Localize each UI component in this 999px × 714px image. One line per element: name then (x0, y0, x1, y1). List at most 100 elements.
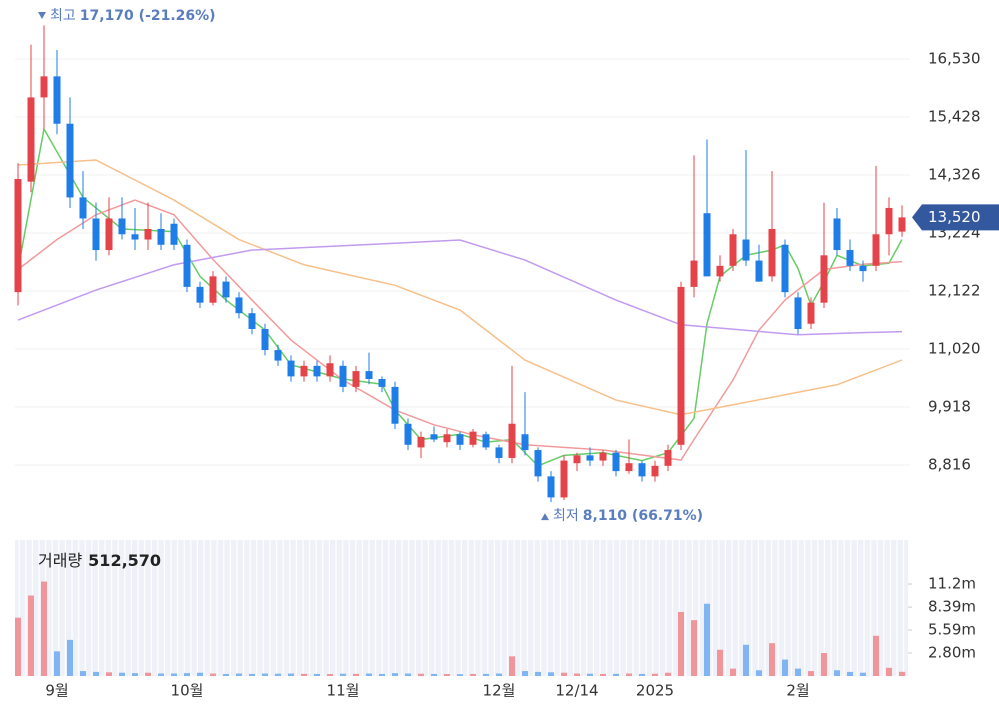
x-tick-label: 2월 (786, 682, 809, 700)
volume-bar (119, 672, 125, 676)
volume-bar (301, 673, 307, 676)
volume-bar (67, 639, 73, 676)
candle-body (638, 463, 646, 477)
candle-body (768, 229, 776, 277)
volume-bar (808, 671, 814, 676)
volume-bar (873, 635, 879, 676)
y-tick-label: 15,428 (928, 108, 981, 126)
candle-body (547, 476, 555, 498)
x-tick-label: 11월 (327, 682, 360, 700)
volume-bar (756, 670, 762, 676)
candle-body (573, 455, 581, 464)
volume-bar (184, 673, 190, 676)
y-tick-label: 11,020 (928, 340, 981, 358)
y-tick-label: 16,530 (928, 50, 981, 68)
volume-bar (314, 673, 320, 676)
candle-body (105, 218, 113, 251)
volume-bar (717, 649, 723, 676)
volume-bar (392, 673, 398, 676)
low-value: 8,110 (66.71%) (583, 508, 703, 524)
y-tick-label: 14,326 (928, 166, 981, 184)
y-tick-label: 12,122 (928, 282, 981, 300)
candle-body (40, 76, 48, 98)
candle-body (352, 371, 360, 387)
volume-tick-label: 5.59m (928, 621, 976, 639)
candle-body (404, 423, 412, 445)
candle-body (443, 434, 451, 443)
volume-bar (54, 651, 60, 676)
volume-bar (405, 673, 411, 676)
candle-body (469, 431, 477, 445)
volume-bar (860, 672, 866, 676)
volume-bar (886, 667, 892, 676)
candle-body (430, 434, 438, 440)
candle-body (456, 434, 464, 445)
volume-bar (197, 672, 203, 676)
volume-bar (379, 673, 385, 676)
volume-bar (275, 673, 281, 676)
candle-body (625, 463, 633, 472)
candle-body (209, 276, 217, 303)
high-label: 최고 (50, 8, 76, 24)
high-annotation: 최고 17,170 (-21.26%) (50, 8, 216, 24)
candle-body (872, 234, 880, 266)
candle-body (326, 363, 334, 377)
candle-body (196, 286, 204, 303)
candle-body (508, 423, 516, 458)
candle-body (313, 365, 321, 377)
x-tick-label: 12/14 (555, 682, 598, 700)
x-tick-label: 2025 (636, 682, 674, 700)
moving-average (17, 199, 903, 461)
candle-body (690, 260, 698, 287)
volume-bar (821, 653, 827, 676)
up-arrow-icon (541, 513, 549, 521)
volume-tick-label: 8.39m (928, 598, 976, 616)
candle-body (53, 76, 61, 124)
volume-bar (470, 673, 476, 676)
volume-bar (145, 672, 151, 676)
volume-bar (626, 673, 632, 676)
volume-bar (106, 672, 112, 676)
candle-body (612, 452, 620, 472)
candle-body (183, 244, 191, 287)
volume-bar (834, 670, 840, 676)
price-tag (912, 204, 999, 231)
candle-body (27, 97, 35, 182)
down-arrow-icon (38, 12, 46, 19)
candle-body (144, 229, 152, 240)
price-tag-label: 13,520 (928, 208, 981, 226)
candle-body (157, 229, 165, 245)
moving-average (17, 239, 903, 336)
candle-body (66, 123, 74, 198)
volume-bar (639, 673, 645, 676)
volume-bar (366, 673, 372, 676)
candle-body (131, 234, 139, 240)
candle-body (14, 179, 22, 293)
candle-body (664, 450, 672, 466)
volume-bar (80, 671, 86, 676)
candle-body (274, 350, 282, 361)
volume-bar (158, 673, 164, 676)
volume-bar (509, 656, 515, 676)
volume-bar (782, 659, 788, 676)
candle-body (300, 365, 308, 377)
volume-title-label: 거래량 (38, 551, 82, 570)
candle-body (521, 434, 529, 451)
candle-body (677, 286, 685, 445)
candle-body (248, 313, 256, 329)
volume-bar (288, 673, 294, 676)
moving-average (17, 159, 903, 416)
volume-bar (249, 673, 255, 676)
candle-body (339, 365, 347, 387)
candle-body (846, 250, 854, 266)
candle-body (898, 217, 906, 232)
high-value: 17,170 (-21.26%) (80, 8, 216, 24)
volume-last-value: 512,570 (88, 551, 161, 570)
volume-bar (418, 673, 424, 676)
candle-body (781, 244, 789, 293)
volume-bar (899, 671, 905, 676)
low-annotation: 최저 8,110 (66.71%) (553, 508, 703, 524)
candle-body (391, 386, 399, 424)
volume-bar (15, 617, 21, 676)
